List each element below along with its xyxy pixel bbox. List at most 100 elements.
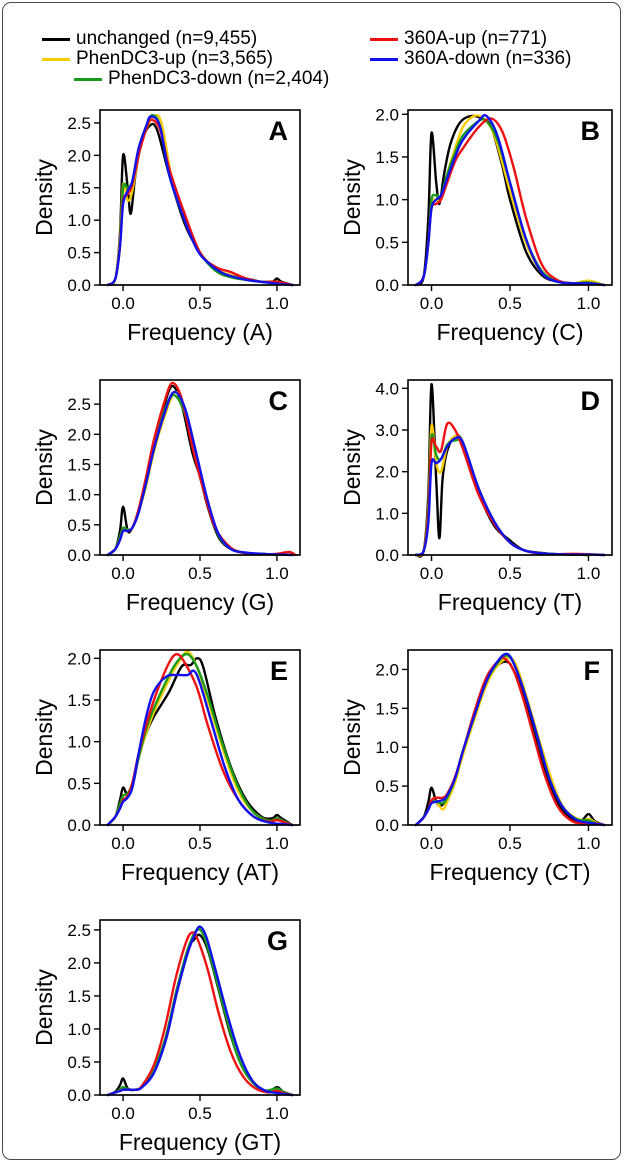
panel-d-letter: D — [581, 386, 601, 416]
panel-e-ytick-label-3: 1.5 — [67, 691, 91, 710]
panel-c-series-1 — [106, 390, 279, 557]
panel-b-xtick-label-1: 0.5 — [498, 294, 522, 313]
panel-e-series-2 — [106, 652, 294, 827]
panel-f-series-4 — [414, 652, 606, 827]
panel-c-ytick-label-5: 2.5 — [67, 395, 91, 414]
legend-item-phendc3-down: PhenDC3-down (n=2,404) — [74, 68, 329, 90]
panel-b-xtick-label-0: 0.0 — [420, 294, 444, 313]
panel-f-ylabel: Density — [339, 699, 365, 776]
panel-b: 0.0 0.5 1.0 0.0 0.5 1.0 1.5 2.0 Frequency (C) Den… — [339, 105, 613, 345]
panel-a-series-2 — [106, 114, 294, 287]
panel-e-xtick-label-1: 0.5 — [188, 834, 212, 853]
panel-f-xtick-label-2: 1.0 — [577, 834, 601, 853]
panel-g-series-4 — [106, 925, 294, 1097]
panel-f-ytick-label-3: 1.5 — [375, 699, 399, 718]
panel-a: 0.0 0.5 1.0 0.0 0.5 1.0 1.5 2.0 2.5 Frequency (A)… — [31, 109, 301, 345]
panel-a-ytick-label-2: 1.0 — [67, 211, 91, 230]
panel-d-ytick-label-0: 0.0 — [375, 546, 399, 565]
panel-g-series-2 — [106, 928, 294, 1097]
panel-b-series-4 — [414, 114, 606, 287]
panel-d-xtick-label-1: 0.5 — [498, 564, 522, 583]
panel-a-series-1 — [106, 114, 294, 287]
panel-g-ylabel: Density — [31, 969, 57, 1046]
panel-c-letter: C — [269, 386, 289, 416]
panel-c-xlabel: Frequency (G) — [126, 589, 274, 615]
panel-e-series-4 — [106, 669, 294, 827]
panel-d-ytick-label-3: 3.0 — [375, 421, 399, 440]
panel-g-ytick-label-3: 1.5 — [67, 987, 91, 1006]
panel-d-xlabel: Frequency (T) — [438, 589, 582, 615]
panel-b-ytick-label-3: 1.5 — [375, 148, 399, 167]
panel-e-xtick-label-0: 0.0 — [111, 834, 135, 853]
panel-d-ylabel: Density — [339, 429, 365, 506]
panel-d-ytick-label-2: 2.0 — [375, 463, 399, 482]
legend-label-phendc3-up: PhenDC3-up (n=3,565) — [76, 48, 273, 69]
panel-g-ytick-label-4: 2.0 — [67, 954, 91, 973]
panel-a-ytick-label-4: 2.0 — [67, 146, 91, 165]
panel-e-series-1 — [106, 650, 294, 827]
panel-g-xtick-label-0: 0.0 — [111, 1104, 135, 1123]
panel-a-series-3 — [106, 118, 294, 287]
panel-a-series-4 — [106, 115, 294, 287]
panel-d-xtick-label-2: 1.0 — [577, 564, 601, 583]
panel-c-series-3 — [106, 381, 297, 557]
legend: unchanged (n=9,455) PhenDC3-up (n=3,565)… — [30, 28, 620, 90]
panel-a-letter: A — [269, 116, 289, 146]
legend-item-phendc3-up: PhenDC3-up (n=3,565) — [42, 48, 273, 70]
panel-a-ytick-label-1: 0.5 — [67, 244, 91, 263]
panel-a-xlabel: Frequency (A) — [127, 319, 273, 345]
panel-e-ytick-label-4: 2.0 — [67, 649, 91, 668]
legend-swatch-phendc3-up — [42, 57, 70, 61]
panel-d-ytick-label-4: 4.0 — [375, 379, 399, 398]
panel-f-ytick-label-0: 0.0 — [375, 816, 399, 835]
legend-swatch-unchanged — [42, 37, 70, 41]
panel-f-xlabel: Frequency (CT) — [429, 859, 590, 885]
panel-a-ylabel: Density — [31, 159, 57, 236]
panel-c-series-0 — [106, 384, 279, 557]
legend-swatch-phendc3-down — [74, 77, 102, 81]
panel-a-xtick-label-1: 0.5 — [188, 294, 212, 313]
panel-a-ytick-label-0: 0.0 — [67, 276, 91, 295]
legend-swatch-360a-down — [370, 57, 398, 61]
panel-a-xtick-label-0: 0.0 — [111, 294, 135, 313]
panel-g-letter: G — [267, 926, 288, 956]
legend-label-phendc3-down: PhenDC3-down (n=2,404) — [108, 68, 330, 89]
panel-f-ytick-label-1: 0.5 — [375, 777, 399, 796]
panel-b-ytick-label-0: 0.0 — [375, 276, 399, 295]
panel-b-letter: B — [581, 116, 601, 146]
panel-c: 0.0 0.5 1.0 0.0 0.5 1.0 1.5 2.0 2.5 Frequency (G)… — [31, 379, 301, 615]
panel-g-series-1 — [106, 927, 294, 1097]
panel-d-series-4 — [414, 435, 606, 557]
panel-d-series-3 — [414, 421, 606, 557]
legend-item-360a-down: 360A-down (n=336) — [370, 48, 571, 70]
panel-d-ytick-label-1: 1.0 — [375, 504, 399, 523]
panel-c-series-2 — [106, 393, 279, 557]
panel-g-xtick-label-2: 1.0 — [265, 1104, 289, 1123]
panel-e-ytick-label-1: 0.5 — [67, 774, 91, 793]
panel-b-ytick-label-4: 2.0 — [375, 105, 399, 124]
legend-label-360a-down: 360A-down (n=336) — [404, 48, 572, 69]
panel-g-xtick-label-1: 0.5 — [188, 1104, 212, 1123]
panel-g-ytick-label-0: 0.0 — [67, 1086, 91, 1105]
panel-b-xlabel: Frequency (C) — [437, 319, 584, 345]
panel-g-ytick-label-5: 2.5 — [67, 921, 91, 940]
panel-a-ytick-label-5: 2.5 — [67, 114, 91, 133]
panel-f-letter: F — [584, 656, 601, 686]
panel-e-ylabel: Density — [31, 699, 57, 776]
panel-e-ytick-label-0: 0.0 — [67, 816, 91, 835]
panel-f-ytick-label-2: 1.0 — [375, 738, 399, 757]
panel-c-xtick-label-1: 0.5 — [188, 564, 212, 583]
panel-c-ytick-label-4: 2.0 — [67, 425, 91, 444]
panel-b-series-0 — [414, 114, 606, 287]
panel-b-ytick-label-1: 0.5 — [375, 233, 399, 252]
panel-f: 0.0 0.5 1.0 0.0 0.5 1.0 1.5 2.0 Frequency (CT) De… — [339, 649, 613, 885]
panel-c-series-4 — [106, 390, 294, 557]
panel-d-xtick-label-0: 0.0 — [420, 564, 444, 583]
legend-label-unchanged: unchanged (n=9,455) — [76, 28, 258, 49]
panel-a-xtick-label-2: 1.0 — [265, 294, 289, 313]
panel-b-ylabel: Density — [339, 159, 365, 236]
panel-c-ytick-label-3: 1.5 — [67, 455, 91, 474]
panel-g-ytick-label-2: 1.0 — [67, 1020, 91, 1039]
legend-item-360a-up: 360A-up (n=771) — [370, 28, 547, 50]
